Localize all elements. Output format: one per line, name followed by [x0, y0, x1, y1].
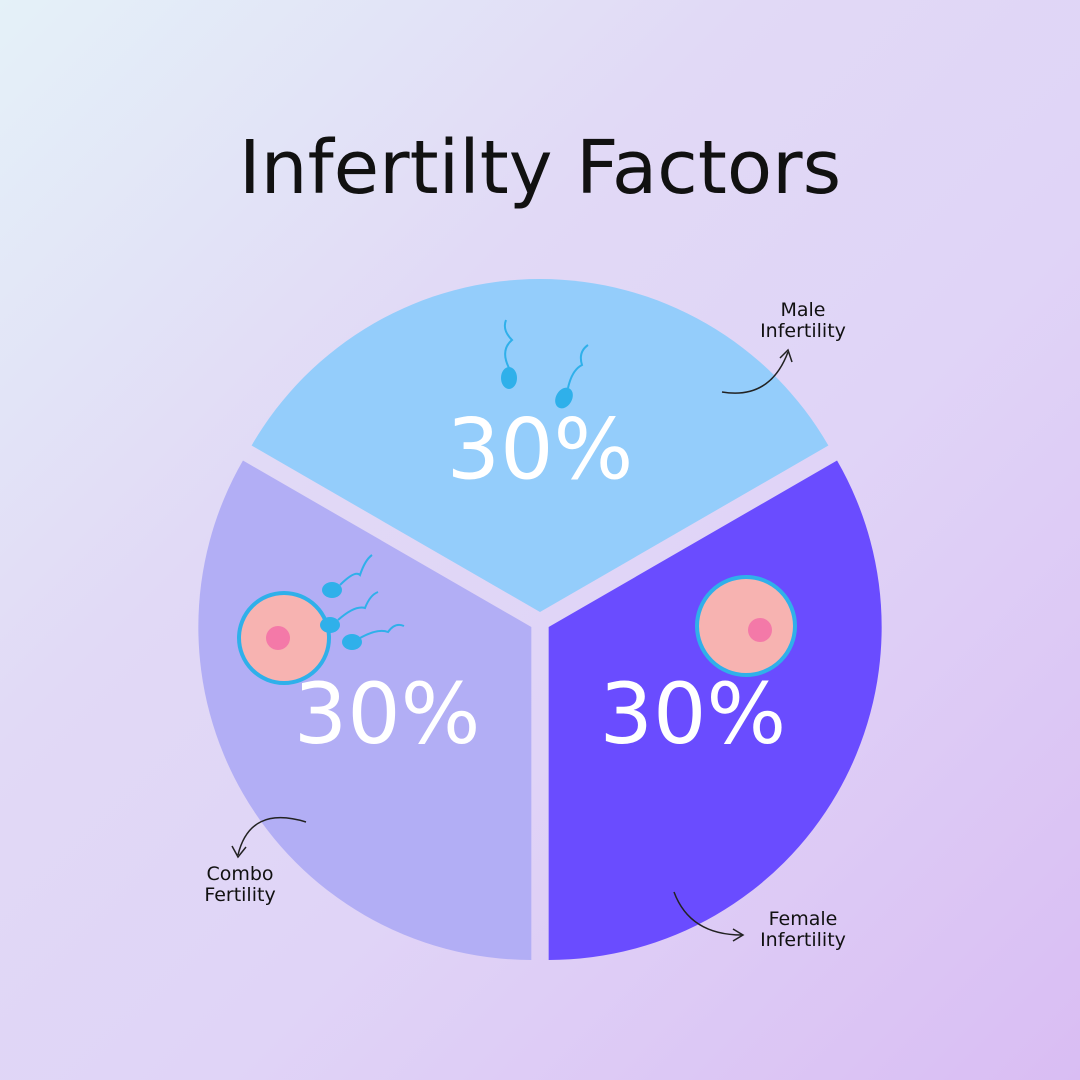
category-label: Male Infertility [760, 299, 846, 342]
pie-slice [251, 279, 829, 612]
pie-slice [198, 460, 532, 960]
value-label: 30% [447, 400, 634, 498]
sperm-tail [359, 623, 405, 639]
value-label: 30% [600, 665, 787, 763]
pie-slice [548, 460, 882, 960]
sperm-icon [342, 634, 362, 650]
sperm-icon [322, 582, 342, 598]
sperm-tail [339, 554, 373, 586]
arrow-head [779, 348, 793, 363]
arrow [673, 891, 743, 936]
sperm-icon [320, 617, 340, 633]
egg-nucleus [266, 626, 290, 650]
egg-icon [695, 575, 797, 677]
sperm-icon [501, 367, 517, 389]
decorations [231, 348, 793, 942]
arrow [721, 351, 789, 394]
sperm-icon [555, 387, 573, 409]
arrow [237, 817, 307, 856]
category-label: Female Infertility [760, 908, 846, 951]
category-label: Combo Fertility [204, 863, 276, 906]
pie: 30% 30% 30% [198, 279, 882, 960]
egg-nucleus [748, 618, 772, 642]
chart-title: Infertilty Factors [238, 125, 842, 211]
icons [237, 319, 797, 685]
sperm-tail [337, 591, 379, 621]
sperm-tail [503, 319, 514, 369]
arrow-head [732, 928, 745, 942]
arrow-head [231, 845, 247, 859]
value-label: 30% [294, 665, 481, 763]
sperm-tail [567, 344, 589, 389]
